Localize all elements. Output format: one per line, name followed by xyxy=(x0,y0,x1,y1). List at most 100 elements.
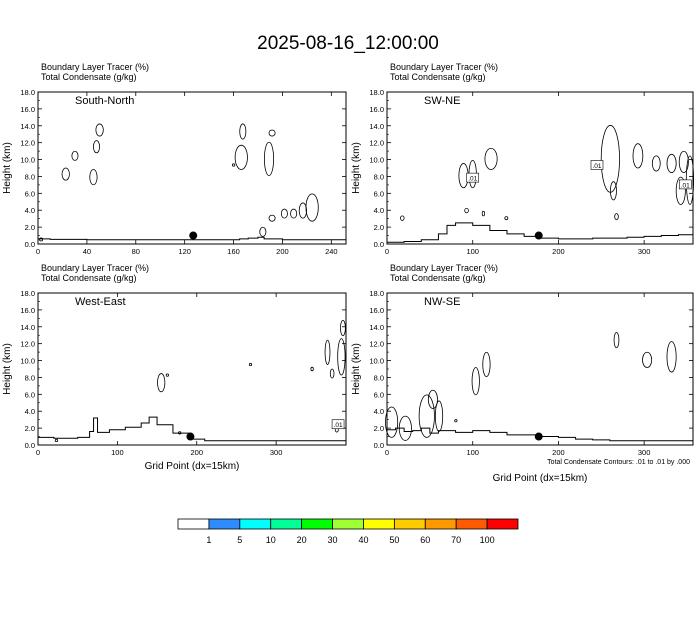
y-tick-label: 6.0 xyxy=(25,390,35,399)
condensate-contour xyxy=(642,351,653,368)
x-tick-label: 100 xyxy=(466,247,479,256)
colorbar-label: 100 xyxy=(480,535,495,545)
x-tick-label: 80 xyxy=(132,247,140,256)
contour-label: .01 xyxy=(334,422,343,429)
condensate-contour xyxy=(61,167,70,181)
condensate-contour xyxy=(666,341,677,373)
y-axis-label: Height (km) xyxy=(2,343,13,395)
x-tick-label: 200 xyxy=(191,448,204,457)
condensate-contour xyxy=(239,123,247,140)
condensate-contour xyxy=(259,226,267,237)
condensate-contour xyxy=(234,144,248,170)
x-tick-label: 200 xyxy=(276,247,289,256)
x-tick-label: 40 xyxy=(83,247,91,256)
panel-title-line1: Boundary Layer Tracer (%) xyxy=(390,263,498,273)
colorbar-label: 30 xyxy=(328,535,338,545)
condensate-contour xyxy=(298,202,307,219)
contour-label: .01 xyxy=(468,176,477,183)
panel-title-line2: Total Condensate (g/kg) xyxy=(41,273,137,283)
condensate-contour xyxy=(609,181,617,201)
colorbar-box xyxy=(455,518,488,530)
y-tick-label: 4.0 xyxy=(25,407,35,416)
panel-name: NW-SE xyxy=(424,296,460,308)
condensate-contour xyxy=(504,216,509,221)
colorbar-label: 70 xyxy=(451,535,461,545)
y-tick-label: 8.0 xyxy=(374,373,384,382)
colorbar-label: 20 xyxy=(297,535,307,545)
colorbar-label: 60 xyxy=(420,535,430,545)
y-tick-label: 6.0 xyxy=(374,189,384,198)
y-tick-label: 16.0 xyxy=(20,306,35,315)
colorbar-label: 1 xyxy=(206,535,211,545)
condensate-contour xyxy=(329,368,335,379)
condensate-contour xyxy=(666,153,677,173)
y-tick-label: 2.0 xyxy=(374,223,384,232)
contour-label-box xyxy=(590,160,604,170)
condensate-contour xyxy=(280,208,288,219)
y-tick-label: 6.0 xyxy=(25,189,35,198)
condensate-contour xyxy=(632,143,644,169)
y-tick-label: 16.0 xyxy=(20,105,35,114)
condensate-contour xyxy=(248,362,253,367)
y-tick-label: 4.0 xyxy=(374,407,384,416)
colorbar-label: 5 xyxy=(237,535,242,545)
y-tick-label: 0.0 xyxy=(25,441,35,450)
contour-label-box xyxy=(678,179,692,190)
panel-name: South-North xyxy=(75,95,134,107)
condensate-contour xyxy=(482,351,491,377)
condensate-contour xyxy=(484,147,498,170)
y-tick-label: 2.0 xyxy=(374,424,384,433)
y-axis-label: Height (km) xyxy=(2,142,13,194)
location-marker xyxy=(186,432,195,441)
panel-title-line1: Boundary Layer Tracer (%) xyxy=(390,62,498,72)
x-tick-label: 300 xyxy=(270,448,283,457)
colorbar-box xyxy=(424,518,457,530)
y-tick-label: 10.0 xyxy=(369,357,384,366)
y-tick-label: 12.0 xyxy=(369,139,384,148)
y-tick-label: 8.0 xyxy=(25,373,35,382)
y-tick-label: 14.0 xyxy=(20,323,35,332)
colorbar-box xyxy=(363,518,395,530)
condensate-contour xyxy=(231,163,236,167)
panel-name: West-East xyxy=(75,296,126,308)
panel-title-line2: Total Condensate (g/kg) xyxy=(390,273,486,283)
x-tick-label: 300 xyxy=(638,448,651,457)
condensate-contour xyxy=(71,150,79,161)
condensate-contour xyxy=(310,366,314,372)
condensate-contour xyxy=(165,373,169,377)
y-tick-label: 18.0 xyxy=(369,289,384,298)
y-tick-label: 2.0 xyxy=(25,424,35,433)
y-axis-label: Height (km) xyxy=(351,142,362,194)
y-tick-label: 18.0 xyxy=(369,88,384,97)
y-tick-label: 14.0 xyxy=(20,122,35,131)
condensate-contour xyxy=(600,125,620,193)
y-tick-label: 14.0 xyxy=(369,323,384,332)
y-tick-label: 8.0 xyxy=(374,172,384,181)
panel-title-line2: Total Condensate (g/kg) xyxy=(41,72,137,82)
condensate-contour xyxy=(54,438,59,443)
contour-label: .01 xyxy=(681,182,690,189)
panel-name: SW-NE xyxy=(424,95,460,107)
condensate-contour xyxy=(157,373,166,393)
condensate-contour xyxy=(613,332,620,349)
condensate-contour xyxy=(454,419,458,423)
y-tick-label: 12.0 xyxy=(20,139,35,148)
condensate-contour xyxy=(340,319,346,336)
condensate-contour xyxy=(89,169,98,186)
y-tick-label: 10.0 xyxy=(20,156,35,165)
x-tick-label: 200 xyxy=(552,448,565,457)
contour-label-box xyxy=(331,419,345,430)
x-axis-label: Grid Point (dx=15km) xyxy=(145,461,240,472)
panel-nw-se: Boundary Layer Tracer (%)Total Condensat… xyxy=(351,263,694,484)
y-tick-label: 2.0 xyxy=(25,223,35,232)
condensate-contour xyxy=(385,406,399,438)
boundary-layer-line xyxy=(38,416,346,442)
location-marker xyxy=(534,231,543,240)
plot-frame xyxy=(386,91,694,245)
colorbar-label: 50 xyxy=(389,535,399,545)
x-tick-label: 120 xyxy=(178,247,191,256)
condensate-contour xyxy=(337,338,346,376)
x-tick-label: 160 xyxy=(227,247,240,256)
colorbar: 1 5 10 20 30 40 50 60 70 100 xyxy=(177,518,519,545)
y-axis-label: Height (km) xyxy=(351,343,362,395)
